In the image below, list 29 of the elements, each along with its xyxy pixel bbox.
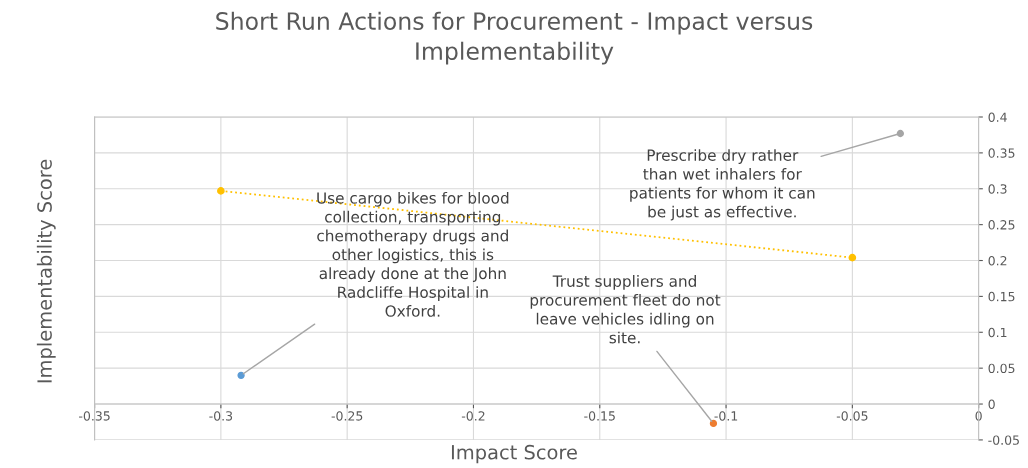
x-tick-label: 0 [975, 411, 982, 421]
y-tick-label: 0.15 [988, 291, 1015, 302]
annotation: Trust suppliers and procurement fleet do not leave vehicles idling on site. [530, 275, 721, 344]
y-tick-label: 0.2 [988, 255, 1007, 266]
chart-title: Short Run Actions for Procurement - Impact versus Implementability [216, 11, 813, 65]
point [896, 129, 904, 138]
y-tick-label: 0.35 [988, 148, 1015, 158]
y-tick-label: 0.05 [988, 363, 1015, 374]
x-tick-label: -0.1 [714, 411, 738, 421]
y-tick-label: 0.25 [988, 220, 1015, 230]
y-tick-label: 0.4 [988, 112, 1007, 122]
y-axis-title: Implementability Score [36, 159, 56, 383]
y-tick-label: 0.1 [988, 327, 1007, 338]
x-axis-title: Impact Score [451, 444, 577, 464]
point [217, 187, 225, 195]
x-tick-label: -0.05 [836, 411, 868, 421]
x-tick-label: -0.35 [79, 411, 110, 421]
y-tick-label: -0.05 [988, 435, 1019, 445]
point [848, 253, 857, 262]
point [237, 371, 245, 379]
y-tick-label: 0.3 [988, 184, 1007, 194]
x-tick-label: -0.3 [209, 411, 233, 421]
x-tick-label: -0.25 [331, 411, 363, 421]
annotation: Prescribe dry rather than wet inhalers for patients for whom it can be just as effective. [630, 149, 815, 221]
point [709, 419, 718, 428]
x-tick-label: -0.15 [584, 411, 615, 421]
annotation: Use cargo bikes for blood collection, transporting chemotherapy drugs and other logistics, this is already done at the John Radcliffe Hospital in Oxford. [317, 191, 509, 317]
x-tick-label: -0.2 [461, 411, 485, 421]
y-tick-label: 0 [988, 399, 995, 409]
